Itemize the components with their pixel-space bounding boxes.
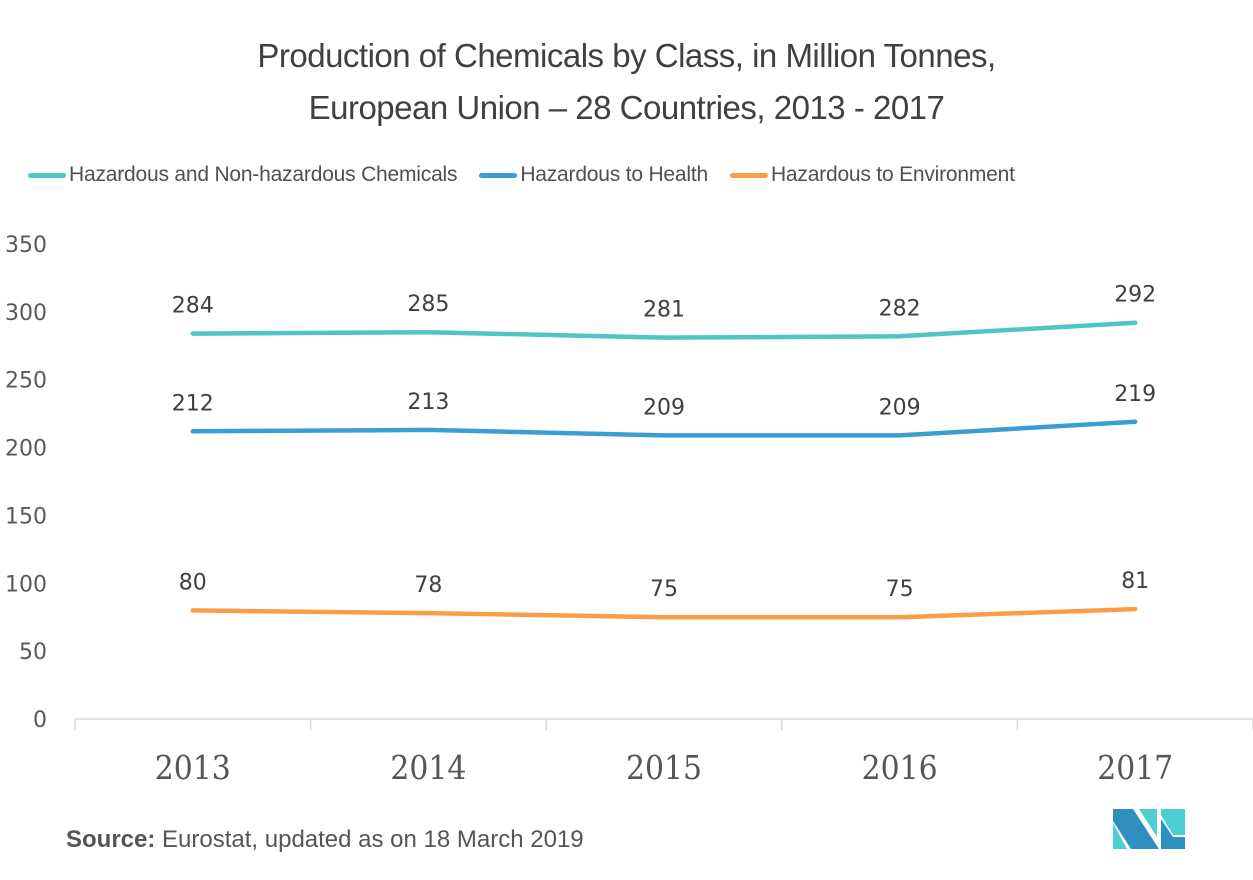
series-line-1: [190, 419, 1138, 438]
logo-light-middle: [1139, 809, 1157, 837]
data-label: 284: [172, 294, 214, 319]
data-label: 80: [179, 570, 207, 595]
legend-item-hazardous-to-environment: Hazardous to Environment: [729, 163, 1015, 187]
chart-title-line-2: European Union – 28 Countries, 2013 - 20…: [308, 89, 945, 126]
logo-light-right: [1161, 809, 1185, 835]
data-label: 281: [643, 298, 685, 323]
y-tick-label: 350: [5, 233, 47, 258]
y-tick-label: 100: [5, 572, 47, 597]
y-tick-label: 150: [5, 504, 47, 529]
data-label: 282: [879, 296, 921, 321]
legend-swatch-blue: [479, 172, 518, 178]
y-tick-label: 50: [19, 640, 47, 665]
company-logo: [1113, 809, 1185, 849]
data-label: 292: [1114, 283, 1156, 308]
series-line-2: [190, 606, 1138, 620]
chart-title: Production of Chemicals by Class, in Mil…: [0, 30, 1253, 134]
logo-light-left: [1113, 823, 1127, 849]
x-tick-label: 2017: [1097, 748, 1173, 787]
data-label: 209: [879, 395, 921, 420]
legend-item-hazardous-and-non-hazardous: Hazardous and Non-hazardous Chemicals: [28, 163, 458, 187]
legend-label: Hazardous to Health: [520, 163, 708, 186]
series-line-0: [190, 320, 1138, 340]
data-label: 209: [643, 395, 685, 420]
y-tick-label: 250: [5, 369, 47, 394]
logo-dark-slash: [1113, 809, 1159, 849]
source-label: Source:: [66, 826, 156, 853]
y-tick-label: 200: [5, 437, 47, 462]
data-label: 212: [172, 391, 214, 416]
data-label: 81: [1121, 569, 1149, 594]
data-label: 78: [414, 573, 442, 598]
legend-label: Hazardous to Environment: [770, 163, 1015, 186]
x-tick-label: 2013: [155, 748, 231, 787]
source-note: Source: Eurostat, updated as on 18 March…: [66, 826, 584, 854]
data-label: 213: [407, 390, 449, 415]
chart-title-line-1: Production of Chemicals by Class, in Mil…: [257, 37, 996, 74]
data-label: 285: [407, 292, 449, 317]
y-tick-label: 300: [5, 301, 47, 326]
y-tick-label: 0: [33, 708, 47, 733]
data-label: 219: [1114, 382, 1156, 407]
x-tick-label: 2016: [862, 748, 938, 787]
x-tick-label: 2015: [626, 748, 702, 787]
legend-label: Hazardous and Non-hazardous Chemicals: [69, 163, 458, 186]
legend-swatch-teal: [28, 172, 66, 178]
data-label: 75: [650, 577, 678, 602]
data-label: 75: [886, 577, 914, 602]
x-tick-label: 2014: [390, 748, 466, 787]
chart-legend: Hazardous and Non-hazardous Chemicals Ha…: [28, 160, 1037, 190]
legend-swatch-orange: [729, 172, 768, 178]
logo-dark-right: [1161, 819, 1185, 849]
legend-item-hazardous-to-health: Hazardous to Health: [479, 163, 708, 187]
source-text: Eurostat, updated as on 18 March 2019: [155, 826, 584, 853]
